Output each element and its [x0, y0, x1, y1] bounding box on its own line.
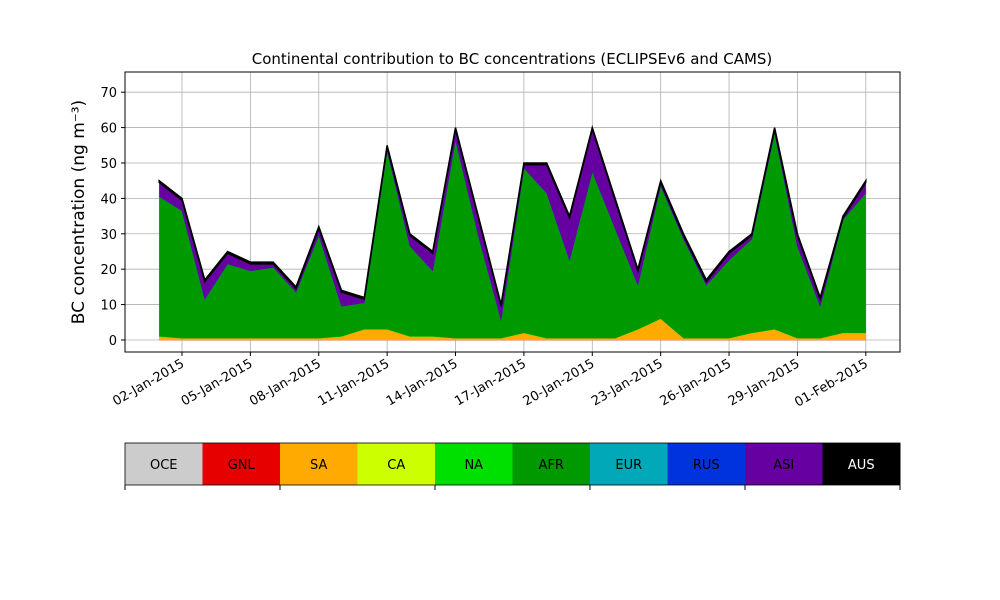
- y-tick-label: 70: [100, 86, 117, 101]
- x-tick-label: 02-Jan-2015: [110, 356, 187, 409]
- y-tick-label: 50: [100, 157, 117, 172]
- legend-swatch: [590, 443, 668, 485]
- y-tick-label: 30: [100, 228, 117, 243]
- plot-frame: [124, 71, 901, 353]
- legend-label: GNL: [228, 458, 256, 473]
- legend-swatch: [280, 443, 358, 485]
- x-tick-label: 29-Jan-2015: [726, 356, 803, 409]
- legend-swatch: [512, 443, 591, 485]
- x-tick-label: 14-Jan-2015: [384, 356, 461, 409]
- y-tick-label: 20: [100, 263, 117, 278]
- y-tick-label: 0: [109, 334, 117, 349]
- y-tick-label: 10: [100, 299, 117, 314]
- legend-label: CA: [387, 458, 405, 473]
- y-tick-label: 60: [100, 122, 117, 137]
- y-tick-label: 40: [100, 192, 117, 207]
- chart-title: Continental contribution to BC concentra…: [252, 50, 773, 68]
- x-tick-label: 26-Jan-2015: [657, 356, 734, 409]
- y-axis-label: BC concentration (ng m⁻³): [69, 100, 89, 324]
- legend-label: NA: [464, 458, 483, 473]
- legend-swatch: [202, 443, 281, 485]
- legend-label: RUS: [693, 458, 720, 473]
- area: [158, 124, 867, 307]
- legend-swatch: [745, 443, 823, 485]
- legend-label: OCE: [150, 458, 178, 473]
- x-tick-label: 08-Jan-2015: [247, 356, 324, 409]
- x-tick-label: 17-Jan-2015: [452, 356, 529, 409]
- legend-swatch: [822, 443, 901, 485]
- legend-swatch: [435, 443, 513, 485]
- x-tick-label: 20-Jan-2015: [521, 356, 598, 409]
- legend-label: AUS: [848, 458, 875, 473]
- legend-frame: [124, 442, 901, 486]
- legend-swatch: [667, 443, 746, 485]
- legend-swatch: [357, 443, 436, 485]
- x-tick-label: 23-Jan-2015: [589, 356, 666, 409]
- x-tick-label: 05-Jan-2015: [179, 356, 256, 409]
- legend-label: SA: [310, 458, 327, 473]
- legend-label: ASI: [773, 458, 794, 473]
- x-tick-label: 11-Jan-2015: [316, 356, 393, 409]
- legend-label: EUR: [615, 458, 642, 473]
- legend-swatch: [125, 443, 203, 485]
- legend-label: AFR: [539, 458, 564, 473]
- x-tick-label: 01-Feb-2015: [792, 356, 871, 410]
